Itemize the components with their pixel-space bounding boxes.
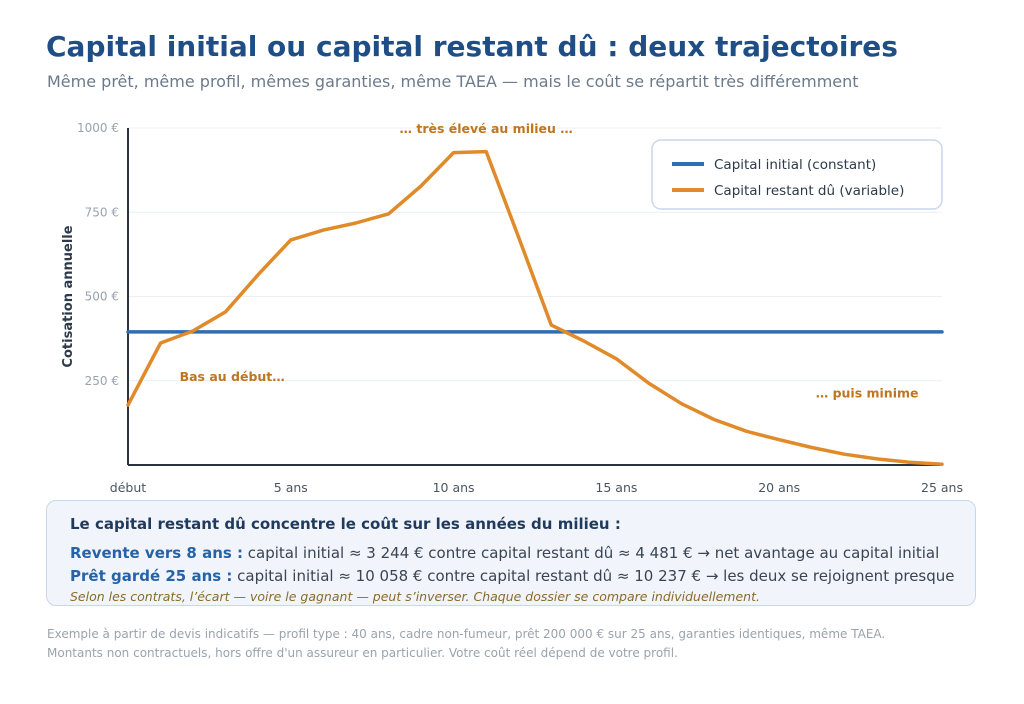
x-tick-label: 25 ans — [921, 480, 963, 495]
summary-row-kept-label: Prêt gardé 25 ans : — [70, 567, 233, 585]
footnote-line-2: Montants non contractuels, hors offre d'… — [47, 646, 678, 660]
chart-annotation: … très élevé au milieu … — [400, 121, 573, 136]
x-tick-label: 10 ans — [433, 480, 475, 495]
y-tick-label: 750 € — [85, 205, 119, 219]
x-tick-label: 5 ans — [274, 480, 308, 495]
chart-annotation: … puis minime — [816, 386, 919, 401]
comparison-summary-box: Le capital restant dû concentre le coût … — [46, 500, 976, 606]
y-tick-label: 250 € — [85, 374, 119, 388]
y-axis-label: Cotisation annuelle — [61, 225, 76, 367]
summary-row-resale-label: Revente vers 8 ans : — [70, 544, 244, 562]
chart-annotation: Bas au début… — [180, 369, 285, 384]
chart-legend — [651, 139, 943, 210]
x-tick-label: 20 ans — [758, 480, 800, 495]
y-tick-label: 500 € — [85, 290, 119, 304]
series-line-capital-restant-du — [126, 149, 944, 467]
summary-row-resale: Revente vers 8 ans : capital initial ≈ 3… — [70, 544, 939, 562]
x-tick-label: 15 ans — [595, 480, 637, 495]
summary-note: Selon les contrats, l’écart — voire le g… — [70, 589, 760, 604]
footnote-line-1: Exemple à partir de devis indicatifs — p… — [47, 627, 886, 641]
summary-row-kept: Prêt gardé 25 ans : capital initial ≈ 10… — [70, 567, 955, 585]
summary-row-kept-text: capital initial ≈ 10 058 € contre capita… — [232, 567, 955, 585]
legend-label: Capital initial (constant) — [714, 157, 876, 173]
legend-label: Capital restant dû (variable) — [714, 183, 904, 199]
page-subtitle: Même prêt, même profil, mêmes garanties,… — [47, 72, 859, 91]
summary-heading: Le capital restant dû concentre le coût … — [70, 515, 621, 533]
summary-row-resale-text: capital initial ≈ 3 244 € contre capital… — [243, 544, 940, 562]
y-tick-label: 1000 € — [77, 121, 119, 135]
x-tick-label: début — [110, 480, 146, 495]
page-title: Capital initial ou capital restant dû : … — [46, 30, 898, 63]
line-chart: 250 € 500 € 750 € 1000 € début 5 ans 10 ans 15 … — [61, 121, 963, 495]
